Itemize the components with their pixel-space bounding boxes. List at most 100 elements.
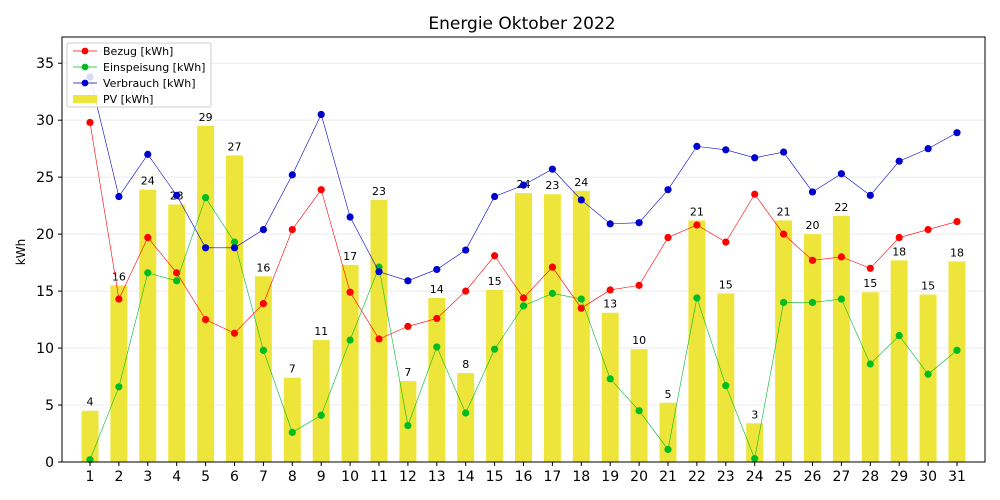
series-point: [924, 225, 932, 234]
series-point: [577, 196, 585, 204]
series-point: [751, 154, 759, 162]
series-point: [144, 233, 152, 242]
bar-value-label: 16: [256, 261, 270, 274]
series-point: [924, 145, 932, 153]
x-tick-label: 10: [341, 469, 359, 485]
y-tick-label: 20: [36, 227, 54, 243]
series-point: [664, 186, 672, 194]
series-point: [433, 343, 441, 351]
bar-value-label: 20: [806, 219, 820, 232]
series-point: [577, 304, 585, 312]
bar-value-label: 24: [574, 176, 588, 189]
series-point: [144, 269, 152, 277]
x-tick-label: 28: [861, 469, 879, 485]
bar-value-label: 11: [314, 325, 328, 338]
series-point: [722, 382, 730, 390]
x-tick-label: 26: [804, 469, 822, 485]
bar-value-label: 17: [343, 250, 357, 263]
series-point: [693, 221, 701, 229]
legend-label: PV [kWh]: [103, 93, 153, 106]
series-point: [895, 157, 903, 165]
pv-bar: [254, 276, 272, 462]
pv-bar: [428, 297, 446, 462]
bar-value-label: 14: [430, 283, 444, 296]
bar-value-label: 7: [404, 366, 411, 379]
series-point: [866, 191, 874, 199]
x-tick-label: 23: [717, 469, 735, 485]
series-point: [491, 192, 499, 201]
series-point: [693, 294, 701, 302]
series-point: [751, 190, 759, 198]
y-tick-label: 0: [45, 455, 54, 471]
pv-bar: [832, 215, 850, 462]
pv-bar: [283, 377, 301, 462]
pv-bar: [630, 349, 648, 462]
series-point: [722, 238, 730, 246]
y-tick-label: 15: [36, 284, 54, 300]
pv-bar: [341, 264, 359, 462]
series-point: [577, 295, 585, 303]
series-point: [173, 191, 181, 199]
pv-bar: [515, 193, 532, 463]
series-point: [895, 331, 903, 340]
series-point: [548, 289, 557, 297]
series-point: [519, 294, 528, 302]
x-tick-label: 7: [259, 469, 268, 485]
series-point: [173, 269, 181, 277]
bar-value-label: 23: [372, 185, 386, 198]
x-tick-label: 20: [630, 469, 648, 485]
series-point: [202, 194, 210, 202]
series-point: [519, 302, 528, 310]
series-point: [635, 219, 643, 227]
series-point: [837, 170, 846, 178]
bar-value-label: 15: [719, 278, 733, 291]
series-point: [953, 346, 961, 354]
bar-value-label: 21: [690, 205, 704, 218]
series-point: [780, 298, 788, 307]
bar-value-label: 15: [921, 280, 935, 293]
y-tick-label: 35: [36, 56, 54, 72]
pv-bar: [717, 293, 735, 462]
series-point: [404, 277, 412, 285]
series-point: [808, 298, 817, 307]
x-tick-label: 18: [572, 469, 590, 485]
y-tick-label: 10: [36, 341, 54, 357]
bar-value-label: 22: [834, 201, 848, 214]
x-tick-label: 3: [143, 469, 152, 485]
x-tick-label: 19: [601, 469, 619, 485]
series-point: [115, 383, 123, 391]
y-tick-label: 30: [36, 113, 54, 129]
legend-label: Verbrauch [kWh]: [103, 77, 196, 90]
series-point: [375, 335, 383, 343]
series-point: [259, 300, 267, 308]
x-tick-label: 29: [890, 469, 908, 485]
pv-bar: [370, 199, 388, 462]
bar-value-label: 21: [777, 205, 791, 218]
series-point: [491, 345, 499, 353]
series-point: [606, 286, 614, 294]
y-axis-title: kWh: [14, 239, 28, 265]
pv-bar: [543, 194, 561, 463]
pv-bar: [775, 220, 793, 462]
bar-value-label: 10: [632, 334, 646, 347]
x-tick-label: 13: [428, 469, 446, 485]
legend-marker: [81, 63, 89, 71]
series-point: [288, 428, 296, 436]
bar-value-label: 23: [545, 179, 559, 192]
pv-bar: [890, 260, 908, 462]
series-point: [693, 142, 701, 150]
series-point: [115, 295, 123, 303]
legend-marker: [81, 79, 89, 87]
x-tick-label: 25: [775, 469, 793, 485]
x-tick-label: 31: [948, 469, 966, 485]
x-tick-label: 24: [746, 469, 764, 485]
pv-bar: [486, 289, 504, 462]
x-tick-label: 12: [399, 469, 417, 485]
pv-bar: [110, 285, 128, 462]
legend-bar-swatch: [73, 95, 97, 103]
series-point: [144, 150, 152, 158]
series-point: [288, 225, 296, 234]
legend-label: Einspeisung [kWh]: [103, 61, 205, 74]
series-point: [606, 375, 614, 383]
